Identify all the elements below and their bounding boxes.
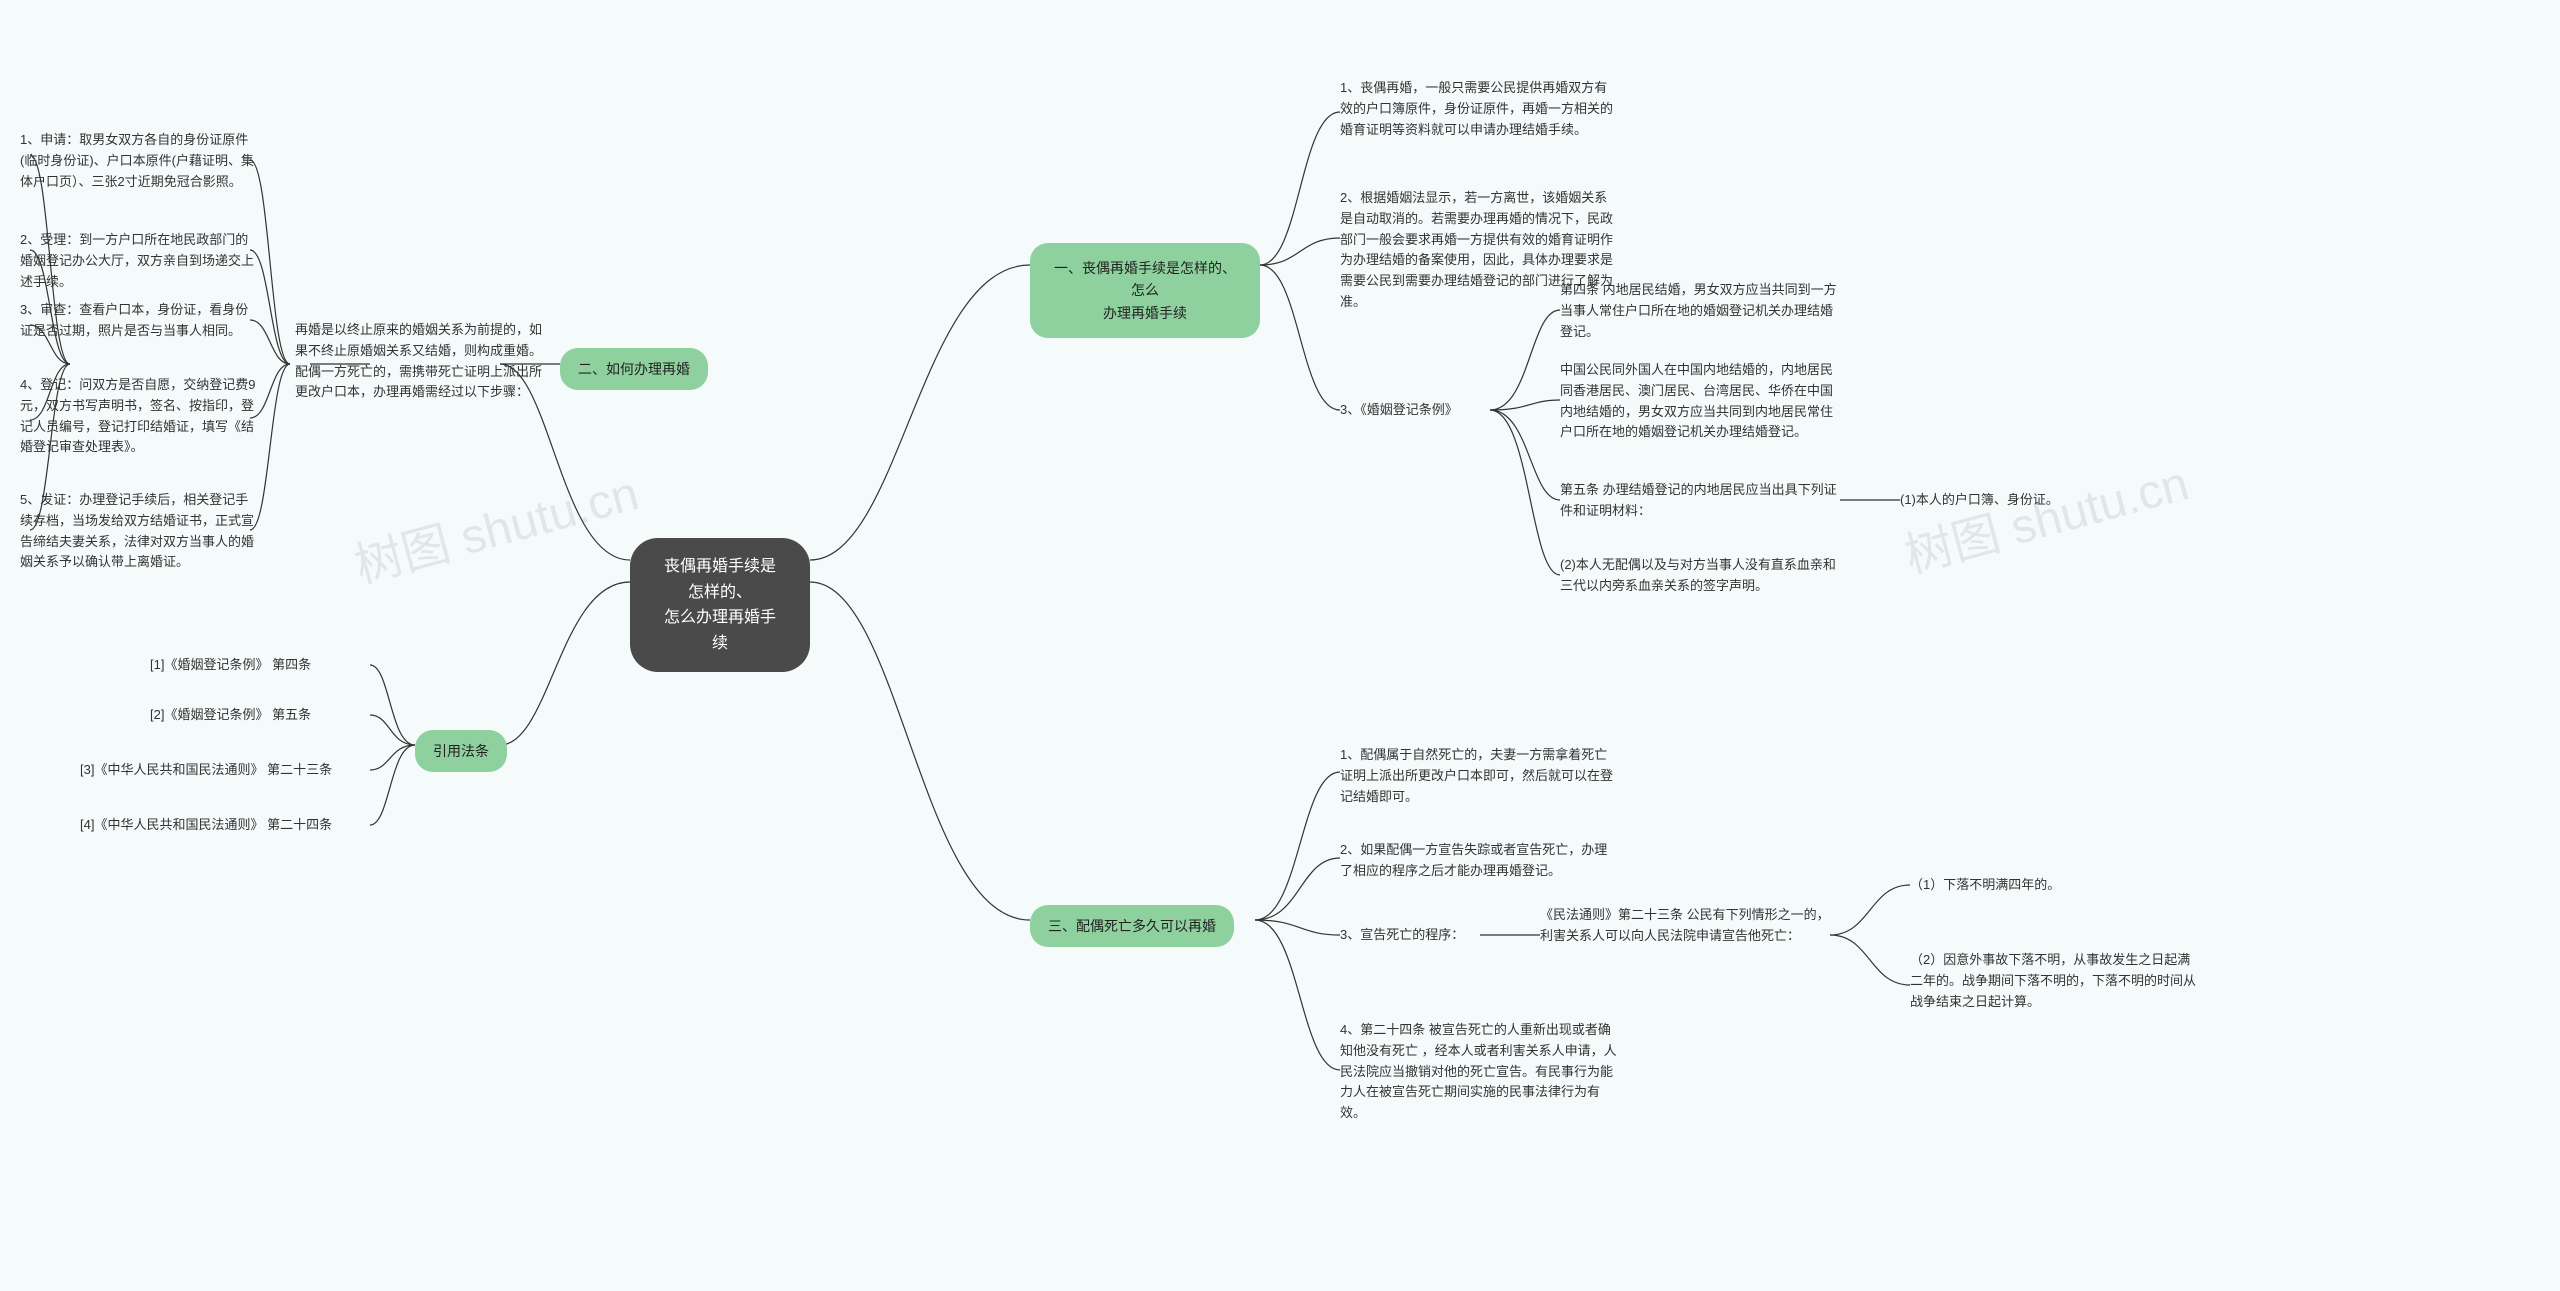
watermark: 树图 shutu.cn — [1896, 444, 2195, 587]
watermark: 树图 shutu.cn — [346, 454, 645, 597]
branch1-item3c: 第五条 办理结婚登记的内地居民应当出具下列证件和证明材料： — [1560, 480, 1840, 522]
branch3-item3-label: 3、宣告死亡的程序： — [1340, 925, 1464, 946]
branch2-step1: 1、申请：取男女双方各自的身份证原件(临时身份证)、户口本原件(户藉证明、集体户… — [20, 130, 260, 192]
branch2-title: 二、如何办理再婚 — [560, 348, 708, 390]
branch3-item4: 4、第二十四条 被宣告死亡的人重新出现或者确知他没有死亡 ，经本人或者利害关系人… — [1340, 1020, 1620, 1124]
branch1-item3-label: 3、《婚姻登记条例》 — [1340, 400, 1458, 421]
branch1-item3c1: (1)本人的户口簿、身份证。 — [1900, 490, 2059, 511]
branch3-item2: 2、如果配偶一方宣告失踪或者宣告死亡，办理了相应的程序之后才能办理再婚登记。 — [1340, 840, 1620, 882]
root-line2: 怎么办理再婚手续 — [658, 605, 782, 656]
branch3-item3-text: 《民法通则》第二十三条 公民有下列情形之一的，利害关系人可以向人民法院申请宣告他… — [1540, 905, 1830, 947]
branch4-ref2: [2]《婚姻登记条例》 第五条 — [150, 705, 311, 726]
branch2-step2: 2、受理：到一方户口所在地民政部门的婚姻登记办公大厅，双方亲自到场递交上述手续。 — [20, 230, 260, 292]
branch3-item3a: （1）下落不明满四年的。 — [1910, 875, 2060, 896]
branch3-item1: 1、配偶属于自然死亡的，夫妻一方需拿着死亡证明上派出所更改户口本即可，然后就可以… — [1340, 745, 1620, 807]
branch2-step4: 4、登记：问双方是否自愿，交纳登记费9元，双方书写声明书，签名、按指印，登记人员… — [20, 375, 260, 458]
branch1-item3d: (2)本人无配偶以及与对方当事人没有直系血亲和三代以内旁系血亲关系的签字声明。 — [1560, 555, 1840, 597]
root-node: 丧偶再婚手续是怎样的、 怎么办理再婚手续 — [630, 538, 810, 672]
branch3-title: 三、配偶死亡多久可以再婚 — [1030, 905, 1234, 947]
branch3-item3b: （2）因意外事故下落不明，从事故发生之日起满二年的。战争期间下落不明的，下落不明… — [1910, 950, 2200, 1012]
root-line1: 丧偶再婚手续是怎样的、 — [658, 554, 782, 605]
branch4-title: 引用法条 — [415, 730, 507, 772]
branch4-ref4: [4]《中华人民共和国民法通则》 第二十四条 — [80, 815, 332, 836]
branch4-ref1: [1]《婚姻登记条例》 第四条 — [150, 655, 311, 676]
branch1-title: 一、丧偶再婚手续是怎样的、怎么 办理再婚手续 — [1030, 243, 1260, 338]
branch2-step3: 3、审查：查看户口本，身份证，看身份证是否过期，照片是否与当事人相同。 — [20, 300, 260, 342]
branch4-ref3: [3]《中华人民共和国民法通则》 第二十三条 — [80, 760, 332, 781]
branch2-step5: 5、发证：办理登记手续后，相关登记手续存档，当场发给双方结婚证书，正式宣告缔结夫… — [20, 490, 260, 573]
branch2-intro: 再婚是以终止原来的婚姻关系为前提的，如果不终止原婚姻关系又结婚，则构成重婚。配偶… — [295, 320, 550, 403]
branch1-item3b: 中国公民同外国人在中国内地结婚的，内地居民同香港居民、澳门居民、台湾居民、华侨在… — [1560, 360, 1840, 443]
connector-layer-2 — [0, 0, 2560, 1291]
branch1-item1: 1、丧偶再婚，一般只需要公民提供再婚双方有效的户口簿原件，身份证原件，再婚一方相… — [1340, 78, 1620, 140]
branch1-item3a: 第四条 内地居民结婚，男女双方应当共同到一方当事人常住户口所在地的婚姻登记机关办… — [1560, 280, 1840, 342]
connector-layer — [0, 0, 2560, 1291]
